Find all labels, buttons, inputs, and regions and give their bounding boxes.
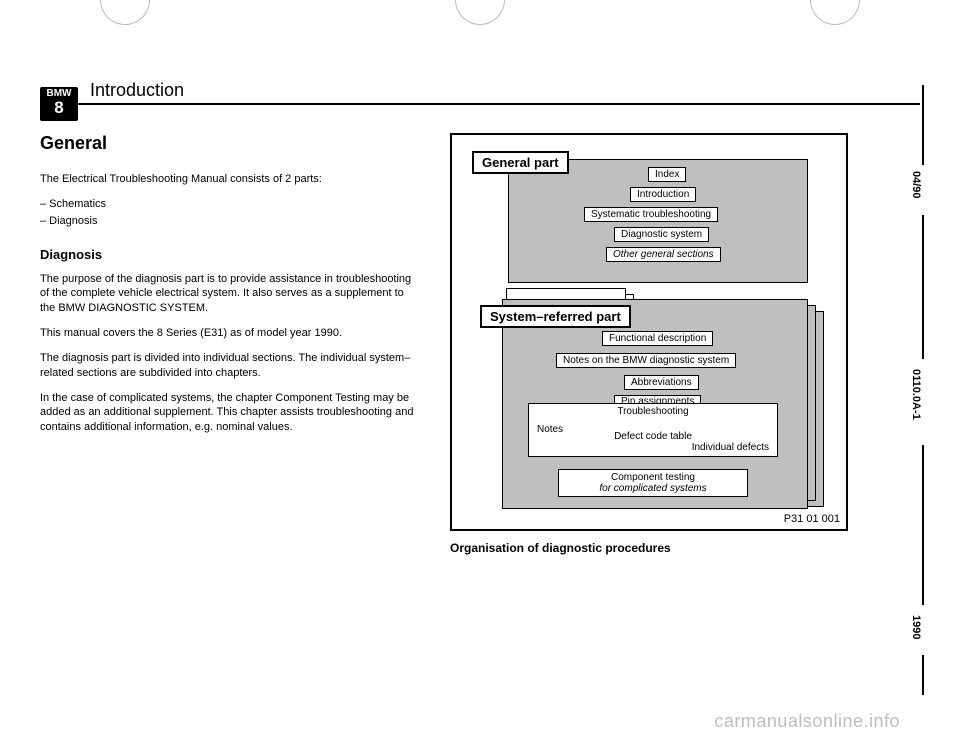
dbox-introduction: Introduction (630, 187, 696, 202)
side-rail: 04/90 0110.0A-1 1990 (912, 85, 932, 702)
section-heading-diagnosis: Diagnosis (40, 247, 420, 262)
diagram-label-general-part: General part (472, 151, 569, 174)
cbox-sub: for complicated systems (563, 483, 743, 494)
section-heading-general: General (40, 133, 420, 154)
dbox-component-testing: Component testing for complicated system… (558, 469, 748, 497)
rail-line (922, 655, 924, 695)
rail-text-bot: 1990 (910, 615, 922, 639)
tbox-title: Troubleshooting (529, 406, 777, 417)
diagram-frame: General part Index Introduction Systemat… (450, 133, 848, 531)
dbox-troubleshooting: Troubleshooting Notes Defect code table … (528, 403, 778, 457)
list-item-schematics: – Schematics (40, 197, 420, 212)
binder-punch (455, 0, 505, 25)
dbox-abbreviations: Abbreviations (624, 375, 699, 390)
diagram-caption: Organisation of diagnostic procedures (450, 541, 880, 555)
header-rule: BMW 8 (40, 103, 920, 105)
dbox-systematic-troubleshooting: Systematic troubleshooting (584, 207, 718, 222)
tbox-notes: Notes (537, 424, 563, 435)
page-title: Introduction (90, 80, 920, 101)
page-header: Introduction BMW 8 (40, 80, 920, 105)
para-diag-1: The purpose of the diagnosis part is to … (40, 272, 420, 317)
para-diag-3: The diagnosis part is divided into indiv… (40, 351, 420, 381)
rail-line (922, 445, 924, 605)
binder-punch (810, 0, 860, 25)
figure-id: P31 01 001 (784, 513, 840, 525)
dbox-other-general-sections: Other general sections (606, 247, 721, 262)
dbox-diagnostic-system: Diagnostic system (614, 227, 709, 242)
diagram-column: General part Index Introduction Systemat… (450, 133, 880, 555)
para-diag-4: In the case of complicated systems, the … (40, 391, 420, 436)
tbox-defect-table: Defect code table (529, 431, 777, 442)
dbox-index: Index (648, 167, 686, 182)
watermark: carmanualsonline.info (714, 711, 900, 732)
cbox-title: Component testing (563, 472, 743, 483)
para-intro: The Electrical Troubleshooting Manual co… (40, 172, 420, 187)
rail-line (922, 215, 924, 359)
text-column: General The Electrical Troubleshooting M… (40, 133, 420, 555)
binder-punch (100, 0, 150, 25)
badge-bottom-text: 8 (40, 99, 78, 116)
tbox-individual-defects: Individual defects (692, 442, 769, 453)
diagram-label-system-referred-part: System–referred part (480, 305, 631, 328)
dbox-functional-description: Functional description (602, 331, 713, 346)
list-item-diagnosis: – Diagnosis (40, 214, 420, 229)
rail-text-mid: 0110.0A-1 (910, 369, 922, 420)
rail-line (922, 85, 924, 165)
dbox-notes-bmw-diagnostic: Notes on the BMW diagnostic system (556, 353, 736, 368)
para-diag-2: This manual covers the 8 Series (E31) as… (40, 326, 420, 341)
rail-text-top: 04/90 (910, 171, 922, 199)
bmw-badge: BMW 8 (40, 87, 78, 121)
